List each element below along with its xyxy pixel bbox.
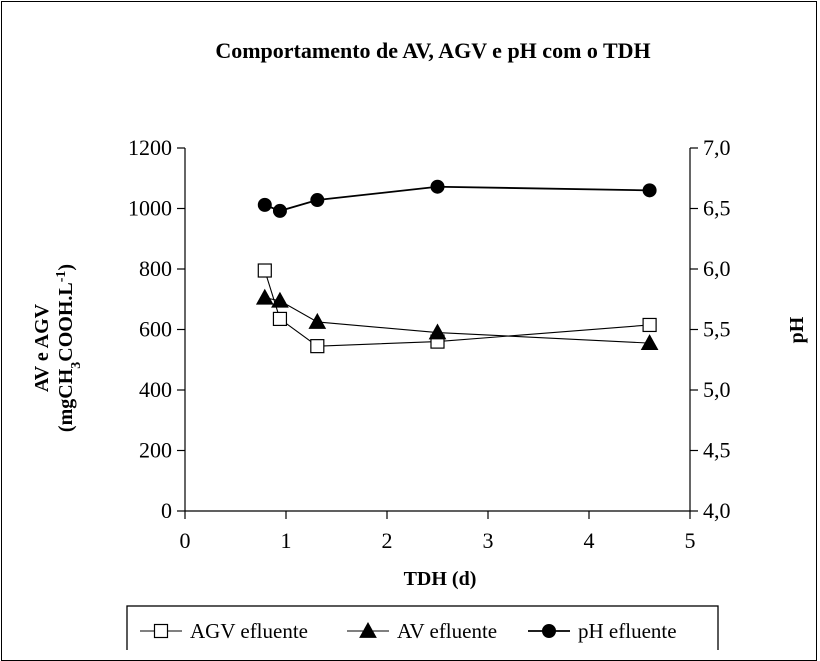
x-tick-label: 3 — [483, 528, 494, 553]
y-axis-label-group: AV e AGV (mgCH3COOH.L-1) — [31, 264, 84, 432]
y2-tick-label: 6,5 — [703, 196, 731, 221]
plot-axes — [177, 147, 698, 519]
data-point-ph-efluente — [430, 179, 445, 194]
series-ph-efluente — [257, 179, 657, 218]
x-axis-label: TDH (d) — [404, 568, 477, 590]
legend-item-av-efluente: AV efluente — [347, 619, 497, 643]
y-tick-label: 800 — [139, 256, 172, 281]
y2-axis-label: pH — [786, 316, 808, 343]
y2-tick-label: 7,0 — [703, 135, 731, 160]
x-tick-labels: 0 1 2 3 4 5 — [180, 528, 696, 553]
x-tick-label: 2 — [382, 528, 393, 553]
y-tick-label: 400 — [139, 377, 172, 402]
legend-box — [126, 605, 719, 650]
chart-title: Comportamento de AV, AGV e pH com o TDH — [215, 38, 650, 63]
data-point-av-efluente — [428, 323, 447, 340]
y2-tick-label: 4,5 — [703, 438, 731, 463]
y-label-mid: COOH.L — [55, 282, 77, 361]
data-point-ph-efluente — [310, 193, 325, 208]
y2-tick-labels: 4,0 4,5 5,0 5,5 6,0 6,5 7,0 — [703, 135, 731, 523]
data-point-ph-efluente — [272, 203, 287, 218]
y-label-sub: 3 — [69, 362, 84, 369]
x-tick-label: 1 — [281, 528, 292, 553]
data-point-ph-efluente — [642, 183, 657, 198]
y-tick-label: 0 — [161, 498, 172, 523]
data-point-agv-efluente — [257, 263, 272, 278]
y-axis-label-line1: AV e AGV — [31, 303, 53, 392]
x-tick-label: 4 — [584, 528, 595, 553]
y2-tick-label: 5,0 — [703, 377, 731, 402]
legend-label: pH efluente — [578, 619, 677, 643]
data-point-av-efluente — [308, 312, 327, 329]
data-point-av-efluente — [255, 288, 274, 305]
y-tick-labels: 0 200 400 600 800 1000 1200 — [128, 135, 172, 523]
series-av-efluente — [255, 288, 659, 351]
x-tick-label: 5 — [685, 528, 696, 553]
y-tick-label: 1200 — [128, 135, 172, 160]
series-layer — [255, 179, 659, 354]
legend-label: AGV efluente — [190, 619, 308, 643]
legend-label: AV efluente — [397, 619, 497, 643]
y2-tick-label: 5,5 — [703, 317, 731, 342]
legend-item-ph-efluente: pH efluente — [528, 619, 677, 643]
data-point-av-efluente — [271, 291, 289, 308]
data-point-agv-efluente — [310, 339, 325, 354]
y-tick-label: 200 — [139, 438, 172, 463]
x-tick-label: 0 — [180, 528, 191, 553]
data-point-agv-efluente — [272, 311, 288, 327]
y-axis-label-line2: (mgCH3COOH.L-1) — [54, 264, 84, 432]
y-tick-label: 1000 — [128, 196, 172, 221]
series-line-av-efluente — [264, 297, 650, 344]
legend-marker-av-efluente — [359, 621, 377, 638]
y2-tick-label: 6,0 — [703, 256, 731, 281]
series-agv-efluente — [257, 263, 657, 354]
y-label-prefix: (mgCH — [55, 368, 77, 432]
y2-tick-label: 4,0 — [703, 498, 731, 523]
legend-marker-agv-efluente — [153, 623, 169, 639]
data-point-agv-efluente — [642, 317, 657, 333]
data-point-ph-efluente — [257, 197, 272, 212]
y-label-suffix: ) — [55, 264, 77, 271]
y-label-sup: -1 — [54, 271, 69, 283]
legend: AGV efluente AV efluente pH efluente — [126, 605, 719, 650]
legend-marker-ph-efluente — [542, 624, 556, 638]
data-point-av-efluente — [640, 334, 659, 351]
series-line-agv-efluente — [264, 270, 650, 347]
y-tick-label: 600 — [139, 317, 172, 342]
legend-item-agv-efluente: AGV efluente — [140, 619, 308, 643]
